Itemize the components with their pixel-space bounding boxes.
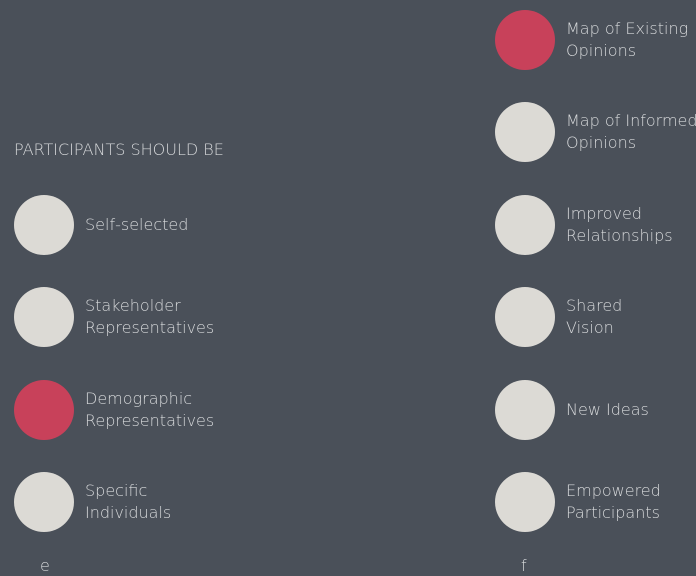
option-label: Self-selected xyxy=(85,215,189,234)
option-circle[interactable] xyxy=(495,287,555,348)
option-circle[interactable] xyxy=(495,472,555,532)
option-label: Stakeholder xyxy=(85,296,181,316)
option-circle[interactable] xyxy=(14,287,74,348)
option-label: Opinions xyxy=(566,133,637,153)
option-label: Individuals xyxy=(85,503,172,523)
option-label: New Ideas xyxy=(566,399,649,419)
option-label: Empowered xyxy=(566,481,661,500)
section-heading: PARTICIPANTS SHOULD BE xyxy=(14,140,224,159)
option-label: Representatives xyxy=(85,318,215,338)
option-label: Participants xyxy=(566,503,660,522)
option-label: Opinions xyxy=(566,41,637,60)
option-label: Representatives xyxy=(85,410,215,430)
option-circle[interactable] xyxy=(495,10,555,70)
option-circle[interactable] xyxy=(14,472,74,533)
option-label: Shared xyxy=(566,296,623,316)
option-circle[interactable] xyxy=(495,379,555,440)
option-circle[interactable] xyxy=(14,195,74,255)
option-circle[interactable] xyxy=(495,194,555,255)
column-caption: e xyxy=(40,556,50,575)
option-label: Specific xyxy=(85,481,148,501)
option-label: Map of Informed xyxy=(566,111,696,131)
option-circle[interactable] xyxy=(14,379,74,440)
option-label: Relationships xyxy=(566,225,673,245)
option-label: Demographic xyxy=(85,388,193,408)
option-circle[interactable] xyxy=(495,102,555,163)
option-label: Map of Existing xyxy=(566,19,689,38)
column-caption: f xyxy=(521,556,527,575)
option-label: Vision xyxy=(566,318,614,338)
option-label: Improved xyxy=(566,203,642,223)
